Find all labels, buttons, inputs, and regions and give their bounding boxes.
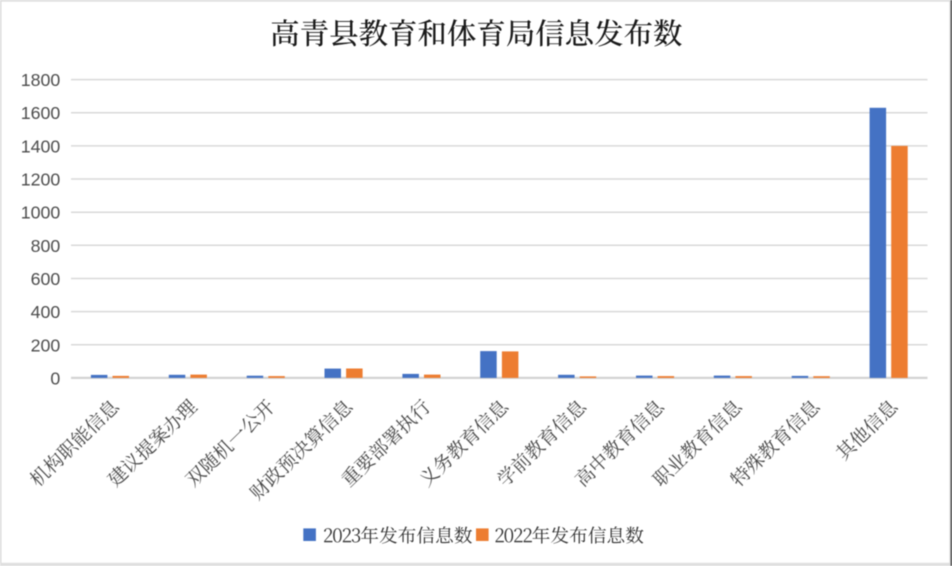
svg-text:1000: 1000 (21, 203, 61, 223)
svg-text:600: 600 (31, 269, 61, 289)
svg-text:800: 800 (31, 236, 61, 256)
svg-text:1800: 1800 (21, 70, 61, 90)
svg-text:1600: 1600 (21, 103, 61, 123)
svg-text:400: 400 (31, 302, 61, 322)
svg-text:1400: 1400 (21, 136, 61, 156)
svg-text:0: 0 (50, 368, 60, 388)
svg-text:1200: 1200 (21, 170, 61, 190)
svg-text:200: 200 (31, 335, 61, 355)
